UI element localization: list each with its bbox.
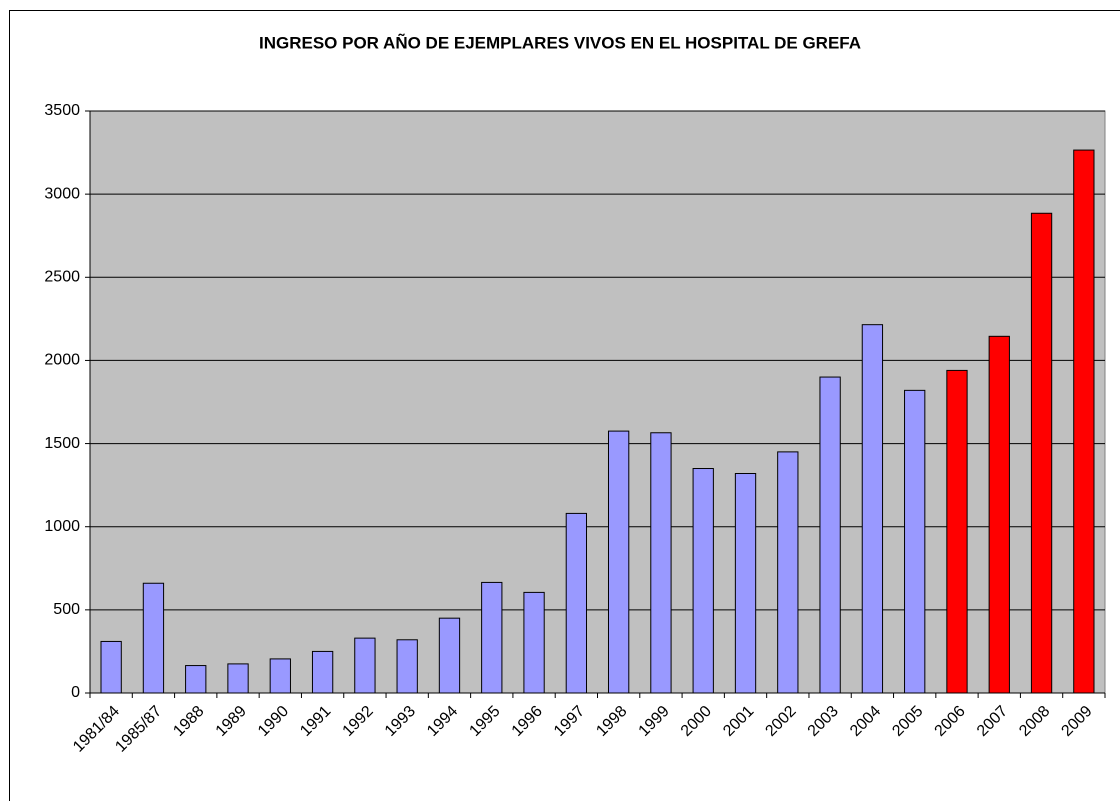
bar [565, 512, 588, 694]
y-tick-label: 2000 [44, 352, 80, 369]
bar [946, 369, 968, 694]
y-tick-label: 1500 [44, 435, 80, 452]
y-tick-label: 3500 [44, 102, 80, 119]
bar [354, 637, 376, 694]
y-tick-label: 1000 [44, 518, 80, 535]
bar [692, 468, 714, 694]
bar [1030, 212, 1053, 694]
bar [861, 324, 884, 694]
bar [100, 640, 122, 694]
bar [269, 658, 291, 694]
y-tick-label: 0 [71, 684, 80, 701]
y-tick-label: 500 [53, 601, 80, 618]
chart-title: INGRESO POR AÑO DE EJEMPLARES VIVOS EN E… [259, 32, 861, 52]
bar [438, 617, 461, 694]
bar [988, 335, 1010, 694]
bar [396, 639, 418, 694]
bar [185, 665, 207, 694]
y-tick-label: 3000 [44, 185, 80, 202]
bar [481, 581, 503, 694]
bar [650, 432, 672, 694]
bar [1073, 149, 1095, 694]
bar [607, 430, 630, 694]
bar [523, 591, 545, 694]
bar [227, 663, 249, 694]
plot-area [89, 110, 1106, 694]
bar [904, 389, 926, 694]
y-tick-label: 2500 [44, 269, 80, 286]
bar [734, 473, 757, 694]
bar [777, 451, 799, 694]
bar [819, 376, 841, 694]
bar [142, 582, 165, 694]
bar [311, 650, 334, 694]
